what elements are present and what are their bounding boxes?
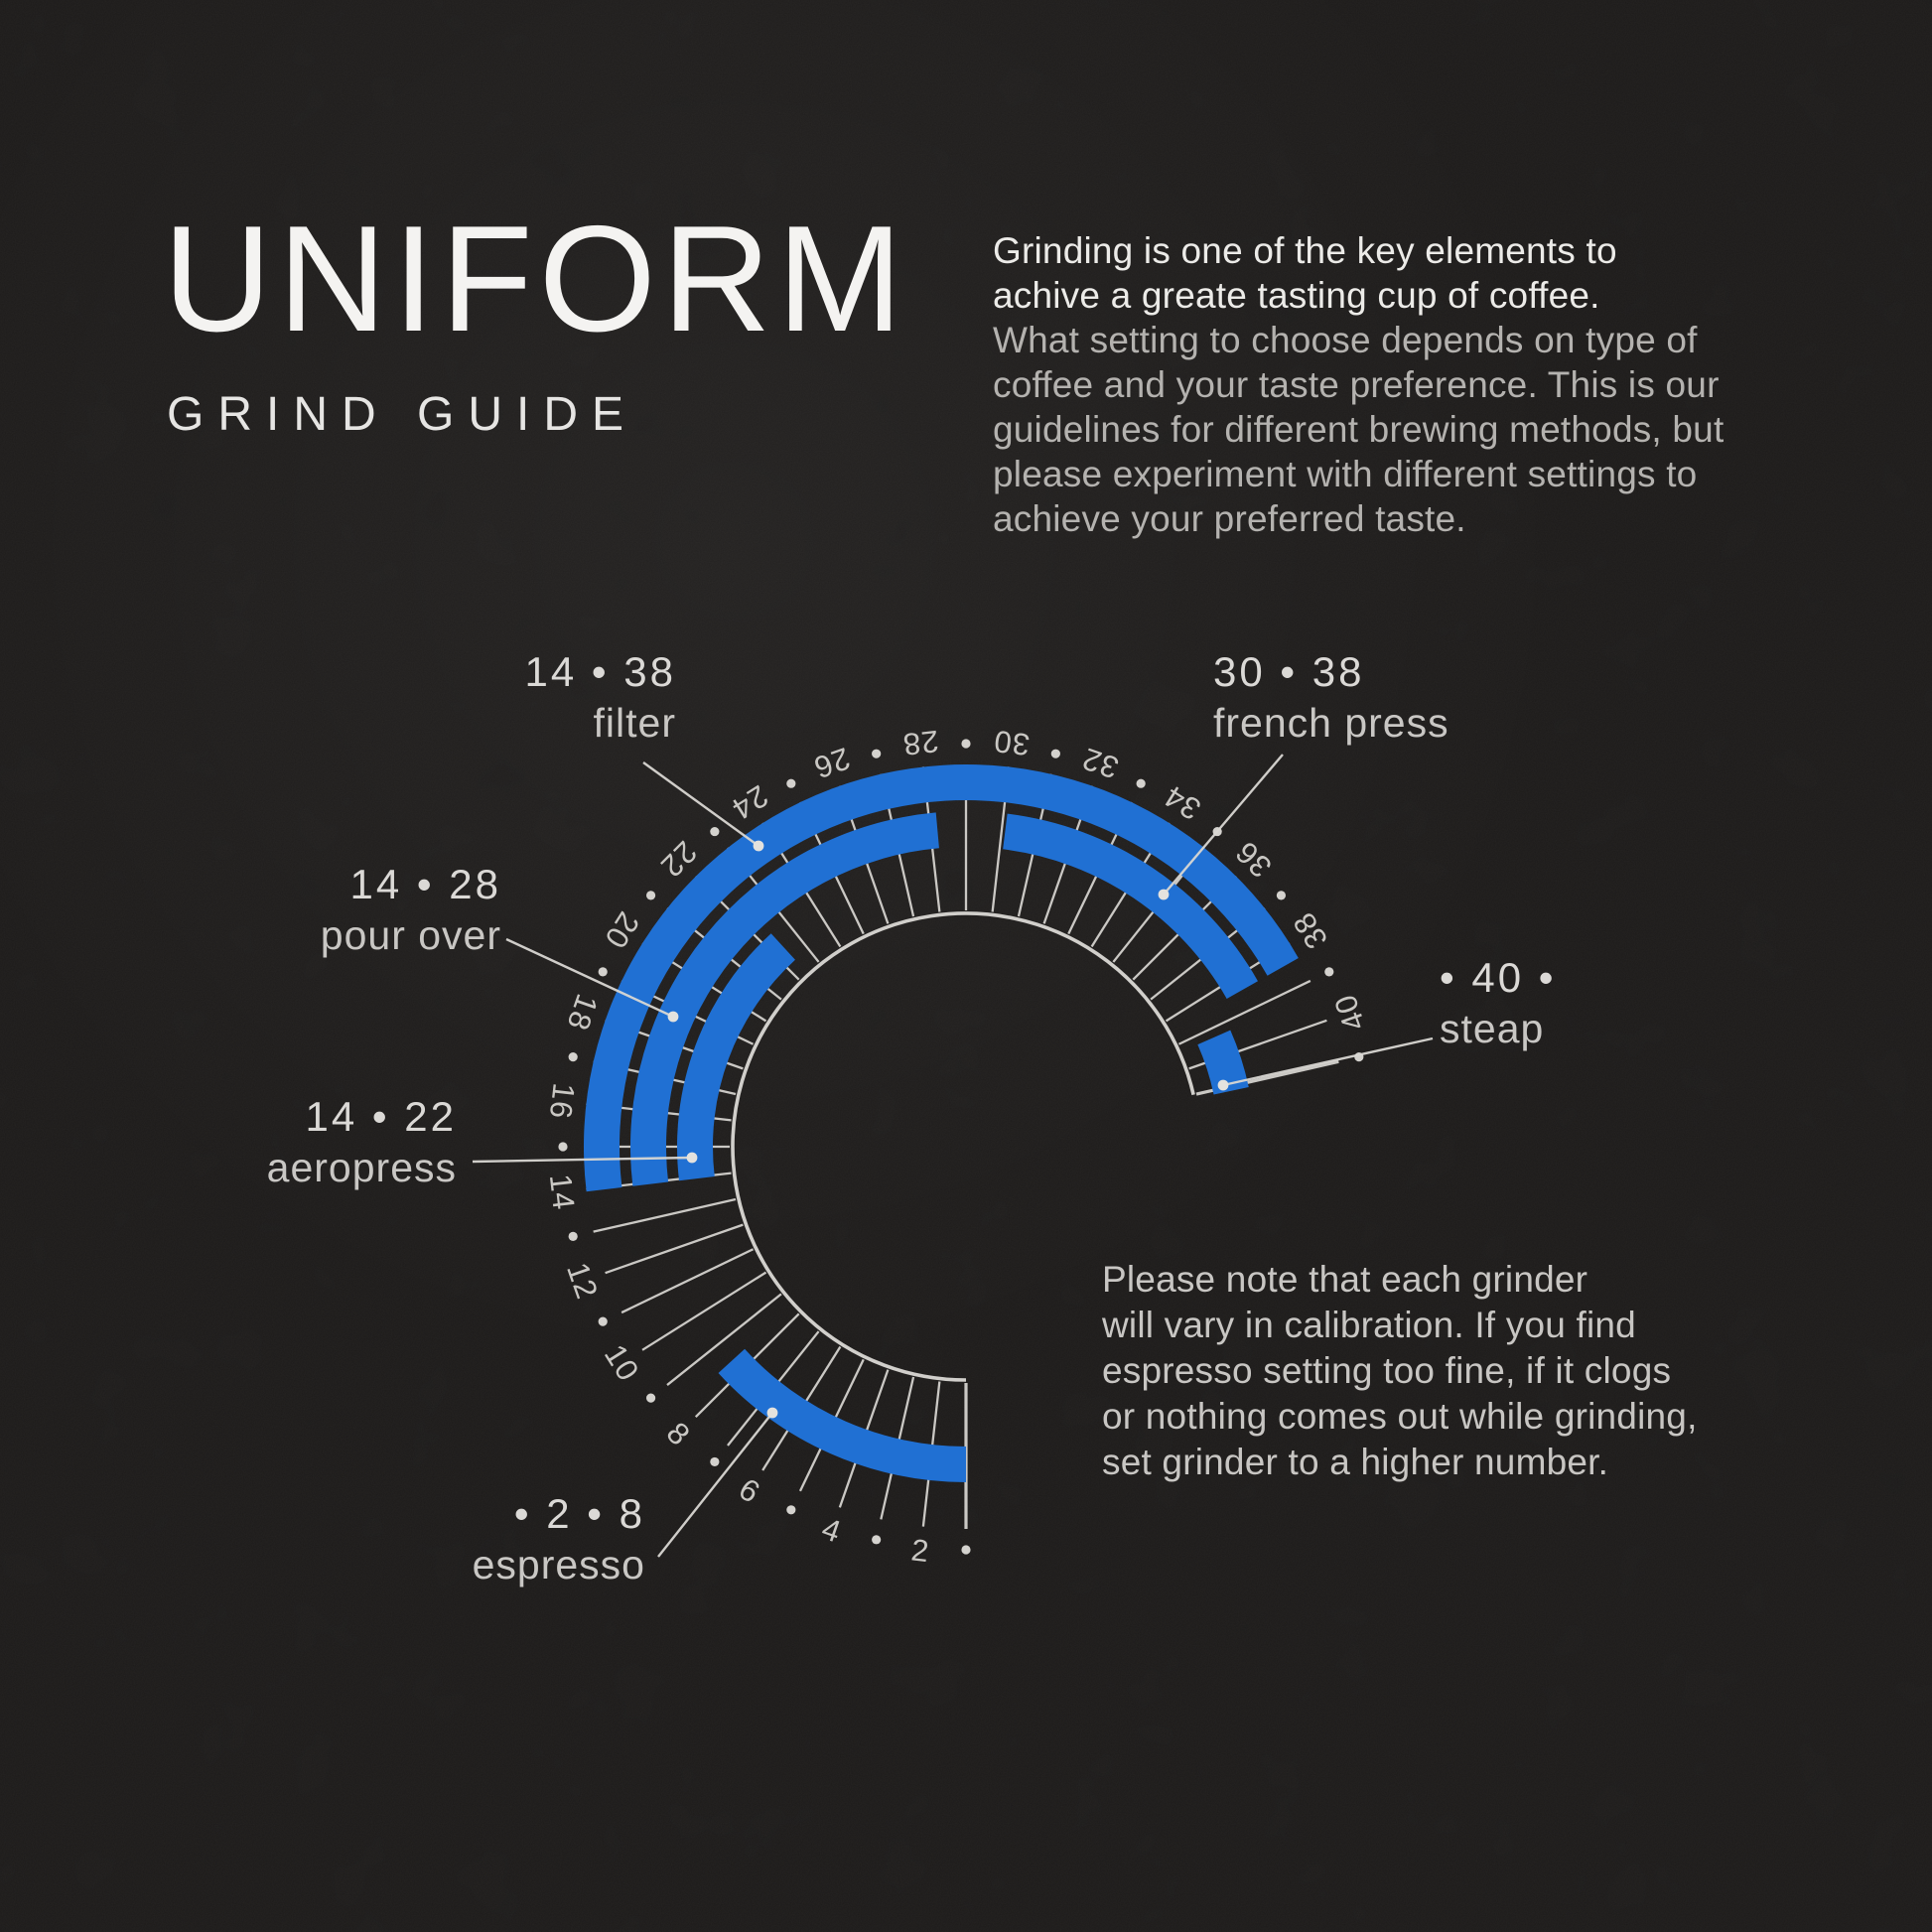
scale-dot: [786, 1505, 796, 1515]
range-band-pour-over: [630, 812, 939, 1186]
range-band-french-press: [1003, 813, 1258, 999]
method-name: filter: [593, 700, 676, 746]
page-subtitle: GRIND GUIDE: [167, 388, 638, 441]
intro-line: Grinding is one of the key elements to: [993, 230, 1617, 271]
callout-dot-french-press: [1158, 889, 1170, 900]
scale-dot: [558, 1142, 568, 1152]
intro-line: achieve your preferred taste.: [993, 498, 1466, 539]
method-label-aeropress: 14 • 22 aeropress: [267, 1092, 457, 1193]
callout-line-french-press: [1163, 754, 1284, 896]
scale-dot: [645, 891, 656, 900]
calibration-note: Please note that each grinder will vary …: [1102, 1257, 1698, 1485]
method-name: pour over: [320, 912, 501, 958]
page-title: UNIFORM: [163, 195, 909, 363]
scale-dot: [710, 826, 720, 837]
method-label-filter: 14 • 38 filter: [525, 647, 676, 749]
method-range: 14 • 38: [524, 648, 676, 695]
dial-tick: [666, 1293, 782, 1386]
scale-number: 20: [598, 905, 646, 955]
intro-line: What setting to choose depends on type o…: [993, 320, 1698, 360]
dial-tick: [1177, 979, 1311, 1045]
intro-line: guidelines for different brewing methods…: [993, 409, 1725, 450]
range-band-aeropress: [677, 933, 795, 1181]
method-range: 30 • 38: [1213, 648, 1365, 695]
scale-dot: [645, 1393, 656, 1403]
method-name: espresso: [472, 1542, 645, 1587]
method-label-steap: • 40 • steap: [1440, 953, 1556, 1054]
scale-number: 40: [1327, 990, 1372, 1035]
range-band-espresso: [718, 1348, 966, 1482]
scale-dot: [961, 1545, 971, 1555]
scale-dot: [1276, 891, 1287, 900]
method-name: steap: [1440, 1006, 1545, 1051]
note-line: espresso setting too fine, if it clogs: [1102, 1350, 1672, 1391]
scale-dot: [598, 967, 608, 977]
scale-number: 28: [900, 724, 940, 762]
scale-dot: [568, 1231, 578, 1241]
scale-dot: [1136, 778, 1146, 788]
scale-number: 10: [598, 1338, 646, 1388]
intro-line: please experiment with different setting…: [993, 454, 1698, 494]
method-name: aeropress: [266, 1145, 457, 1190]
callout-line-steap: [1222, 1036, 1434, 1087]
range-band-steap: [1197, 1030, 1249, 1095]
scale-dot: [598, 1316, 608, 1326]
callout-line-espresso: [657, 1412, 773, 1558]
callout-dot-pour-over: [667, 1011, 679, 1023]
dial-tick: [641, 1271, 767, 1351]
callout-line-pour-over: [505, 937, 674, 1019]
scale-dot: [1324, 967, 1334, 977]
method-label-espresso: • 2 • 8 espresso: [473, 1489, 645, 1590]
scale-dot: [710, 1456, 720, 1467]
scale-number: 14: [543, 1173, 582, 1212]
scale-dot: [786, 778, 796, 788]
scale-dot: [872, 1535, 882, 1545]
scale-number: 2: [909, 1532, 931, 1569]
callout-dot-aeropress: [686, 1152, 698, 1164]
scale-number: 30: [992, 724, 1032, 762]
scale-number: 6: [733, 1471, 766, 1510]
callout-line-filter: [642, 761, 759, 847]
note-line: Please note that each grinder: [1102, 1259, 1588, 1300]
note-line: set grinder to a higher number.: [1102, 1442, 1609, 1482]
scale-number: 18: [560, 990, 605, 1035]
dial-tick: [621, 1248, 755, 1314]
method-range: 14 • 28: [349, 861, 501, 907]
callout-dot-steap: [1217, 1079, 1229, 1091]
scale-number: 26: [809, 741, 855, 785]
inner-circle: [731, 911, 1195, 1382]
scale-number: 4: [817, 1511, 846, 1550]
dial-tick: [605, 1223, 744, 1275]
scale-number: 24: [725, 778, 774, 827]
scale-dot: [961, 739, 971, 749]
intro-line: coffee and your taste preference. This i…: [993, 364, 1720, 405]
method-range: 14 • 22: [305, 1093, 457, 1140]
method-range: • 40 •: [1440, 954, 1557, 1001]
note-line: or nothing comes out while grinding,: [1102, 1396, 1698, 1437]
scale-number: 34: [1158, 778, 1207, 827]
callout-dot-filter: [753, 840, 764, 852]
method-label-french-press: 30 • 38 french press: [1213, 647, 1449, 749]
intro-line: achive a greate tasting cup of coffee.: [993, 275, 1600, 316]
method-label-pour-over: 14 • 28 pour over: [321, 860, 501, 961]
scale-number: 12: [560, 1258, 605, 1304]
callout-dot-espresso: [766, 1407, 778, 1419]
intro-paragraph: Grinding is one of the key elements to a…: [993, 228, 1724, 541]
scale-number: 38: [1286, 905, 1334, 955]
note-line: will vary in calibration. If you find: [1102, 1305, 1636, 1345]
scale-number: 16: [543, 1081, 582, 1121]
callout-line-aeropress: [472, 1156, 693, 1164]
scale-dot: [568, 1052, 578, 1062]
method-range: • 2 • 8: [513, 1490, 645, 1537]
scale-dot: [1050, 749, 1060, 759]
scale-number: 32: [1077, 741, 1123, 785]
scale-dot: [872, 749, 882, 759]
scale-number: 8: [660, 1416, 698, 1453]
dial-tick: [593, 1197, 737, 1233]
method-name: french press: [1213, 700, 1449, 746]
